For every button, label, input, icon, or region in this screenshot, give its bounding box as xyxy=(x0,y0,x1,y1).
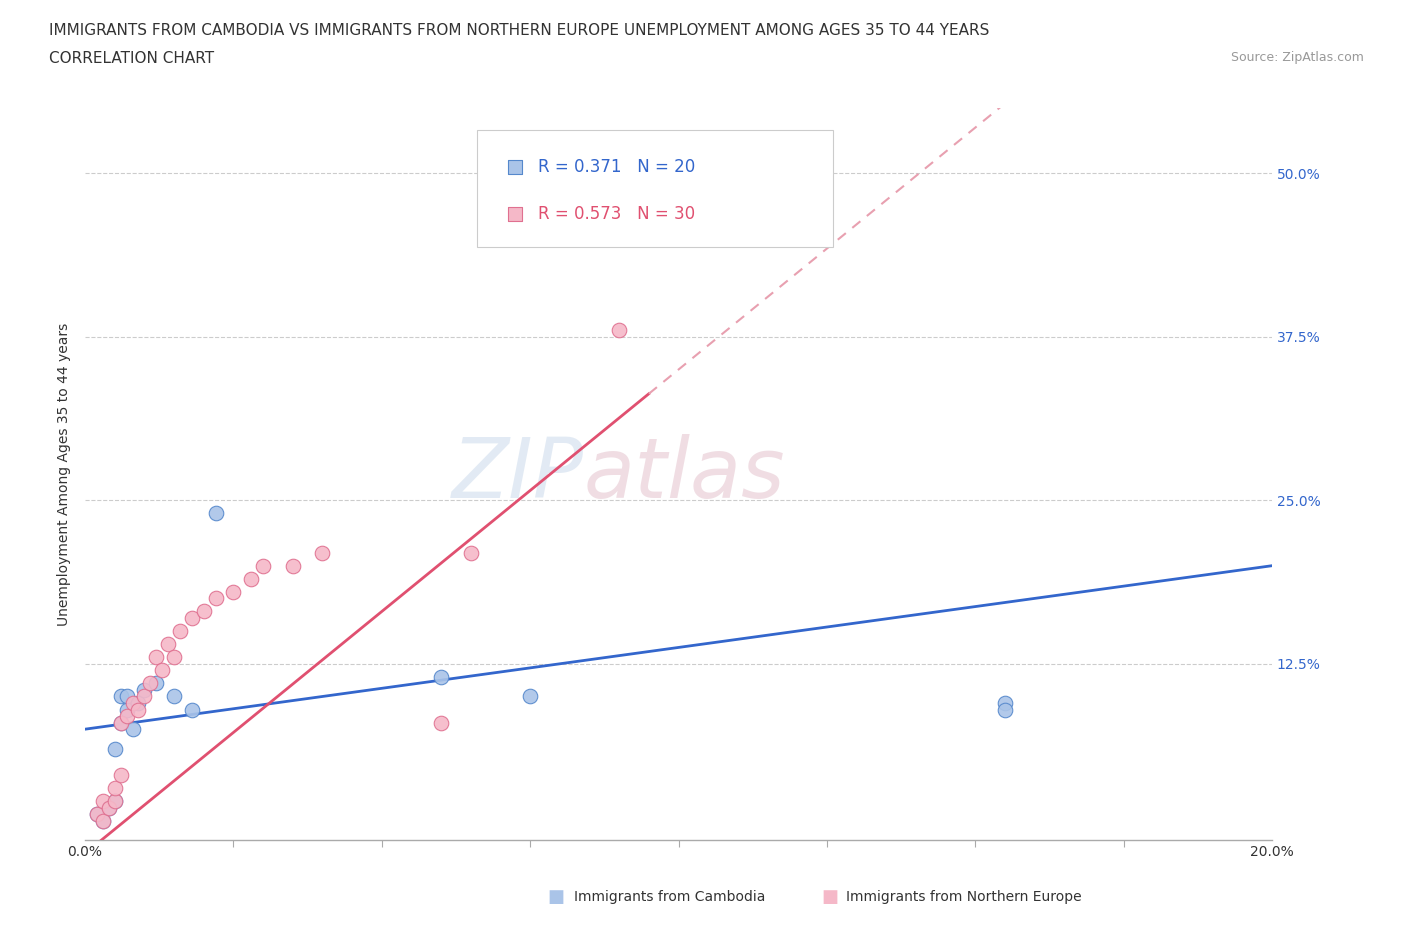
Point xyxy=(163,689,186,704)
Text: IMMIGRANTS FROM CAMBODIA VS IMMIGRANTS FROM NORTHERN EUROPE UNEMPLOYMENT AMONG A: IMMIGRANTS FROM CAMBODIA VS IMMIGRANTS F… xyxy=(49,23,990,38)
Point xyxy=(157,637,180,652)
Point xyxy=(104,793,127,808)
Text: Immigrants from Northern Europe: Immigrants from Northern Europe xyxy=(846,890,1083,905)
Point xyxy=(127,702,149,717)
Point xyxy=(281,558,304,573)
Point xyxy=(134,683,156,698)
FancyBboxPatch shape xyxy=(477,130,832,247)
Y-axis label: Unemployment Among Ages 35 to 44 years: Unemployment Among Ages 35 to 44 years xyxy=(58,323,72,626)
Point xyxy=(193,604,215,619)
Point xyxy=(104,741,127,756)
Point xyxy=(104,793,127,808)
Point xyxy=(204,591,226,605)
Point xyxy=(163,650,186,665)
Point xyxy=(430,715,453,730)
Point xyxy=(97,800,120,815)
Text: atlas: atlas xyxy=(583,433,785,514)
Point xyxy=(127,696,149,711)
Point xyxy=(86,806,108,821)
Text: Immigrants from Cambodia: Immigrants from Cambodia xyxy=(574,890,765,905)
Point xyxy=(145,650,167,665)
Point xyxy=(115,702,138,717)
Point xyxy=(311,545,333,560)
Point xyxy=(110,767,132,782)
Point xyxy=(240,571,263,586)
Point xyxy=(86,806,108,821)
Point xyxy=(204,506,226,521)
Point xyxy=(145,676,167,691)
Point xyxy=(110,715,132,730)
Point xyxy=(121,722,143,737)
Point xyxy=(110,715,132,730)
Point xyxy=(115,689,138,704)
Point xyxy=(91,813,114,828)
Text: CORRELATION CHART: CORRELATION CHART xyxy=(49,51,214,66)
Point xyxy=(607,323,630,338)
Text: ■: ■ xyxy=(547,888,564,907)
Point xyxy=(110,689,132,704)
Point xyxy=(222,584,245,599)
Text: R = 0.573   N = 30: R = 0.573 N = 30 xyxy=(538,206,696,223)
Text: Source: ZipAtlas.com: Source: ZipAtlas.com xyxy=(1230,51,1364,64)
Point xyxy=(121,696,143,711)
Point xyxy=(150,663,173,678)
Point xyxy=(180,702,202,717)
Point xyxy=(134,689,156,704)
Point xyxy=(460,545,482,560)
Point xyxy=(519,689,541,704)
Point xyxy=(91,793,114,808)
Text: ■: ■ xyxy=(821,888,838,907)
Point xyxy=(430,670,453,684)
Point xyxy=(115,709,138,724)
Text: ZIP: ZIP xyxy=(451,433,583,514)
Point xyxy=(97,800,120,815)
Point xyxy=(637,232,659,246)
Point xyxy=(994,696,1017,711)
Point xyxy=(139,676,162,691)
Text: R = 0.371   N = 20: R = 0.371 N = 20 xyxy=(538,157,696,176)
Point xyxy=(994,702,1017,717)
Point xyxy=(169,624,191,639)
Point xyxy=(180,611,202,626)
Point xyxy=(252,558,274,573)
Point xyxy=(104,780,127,795)
Point xyxy=(91,813,114,828)
